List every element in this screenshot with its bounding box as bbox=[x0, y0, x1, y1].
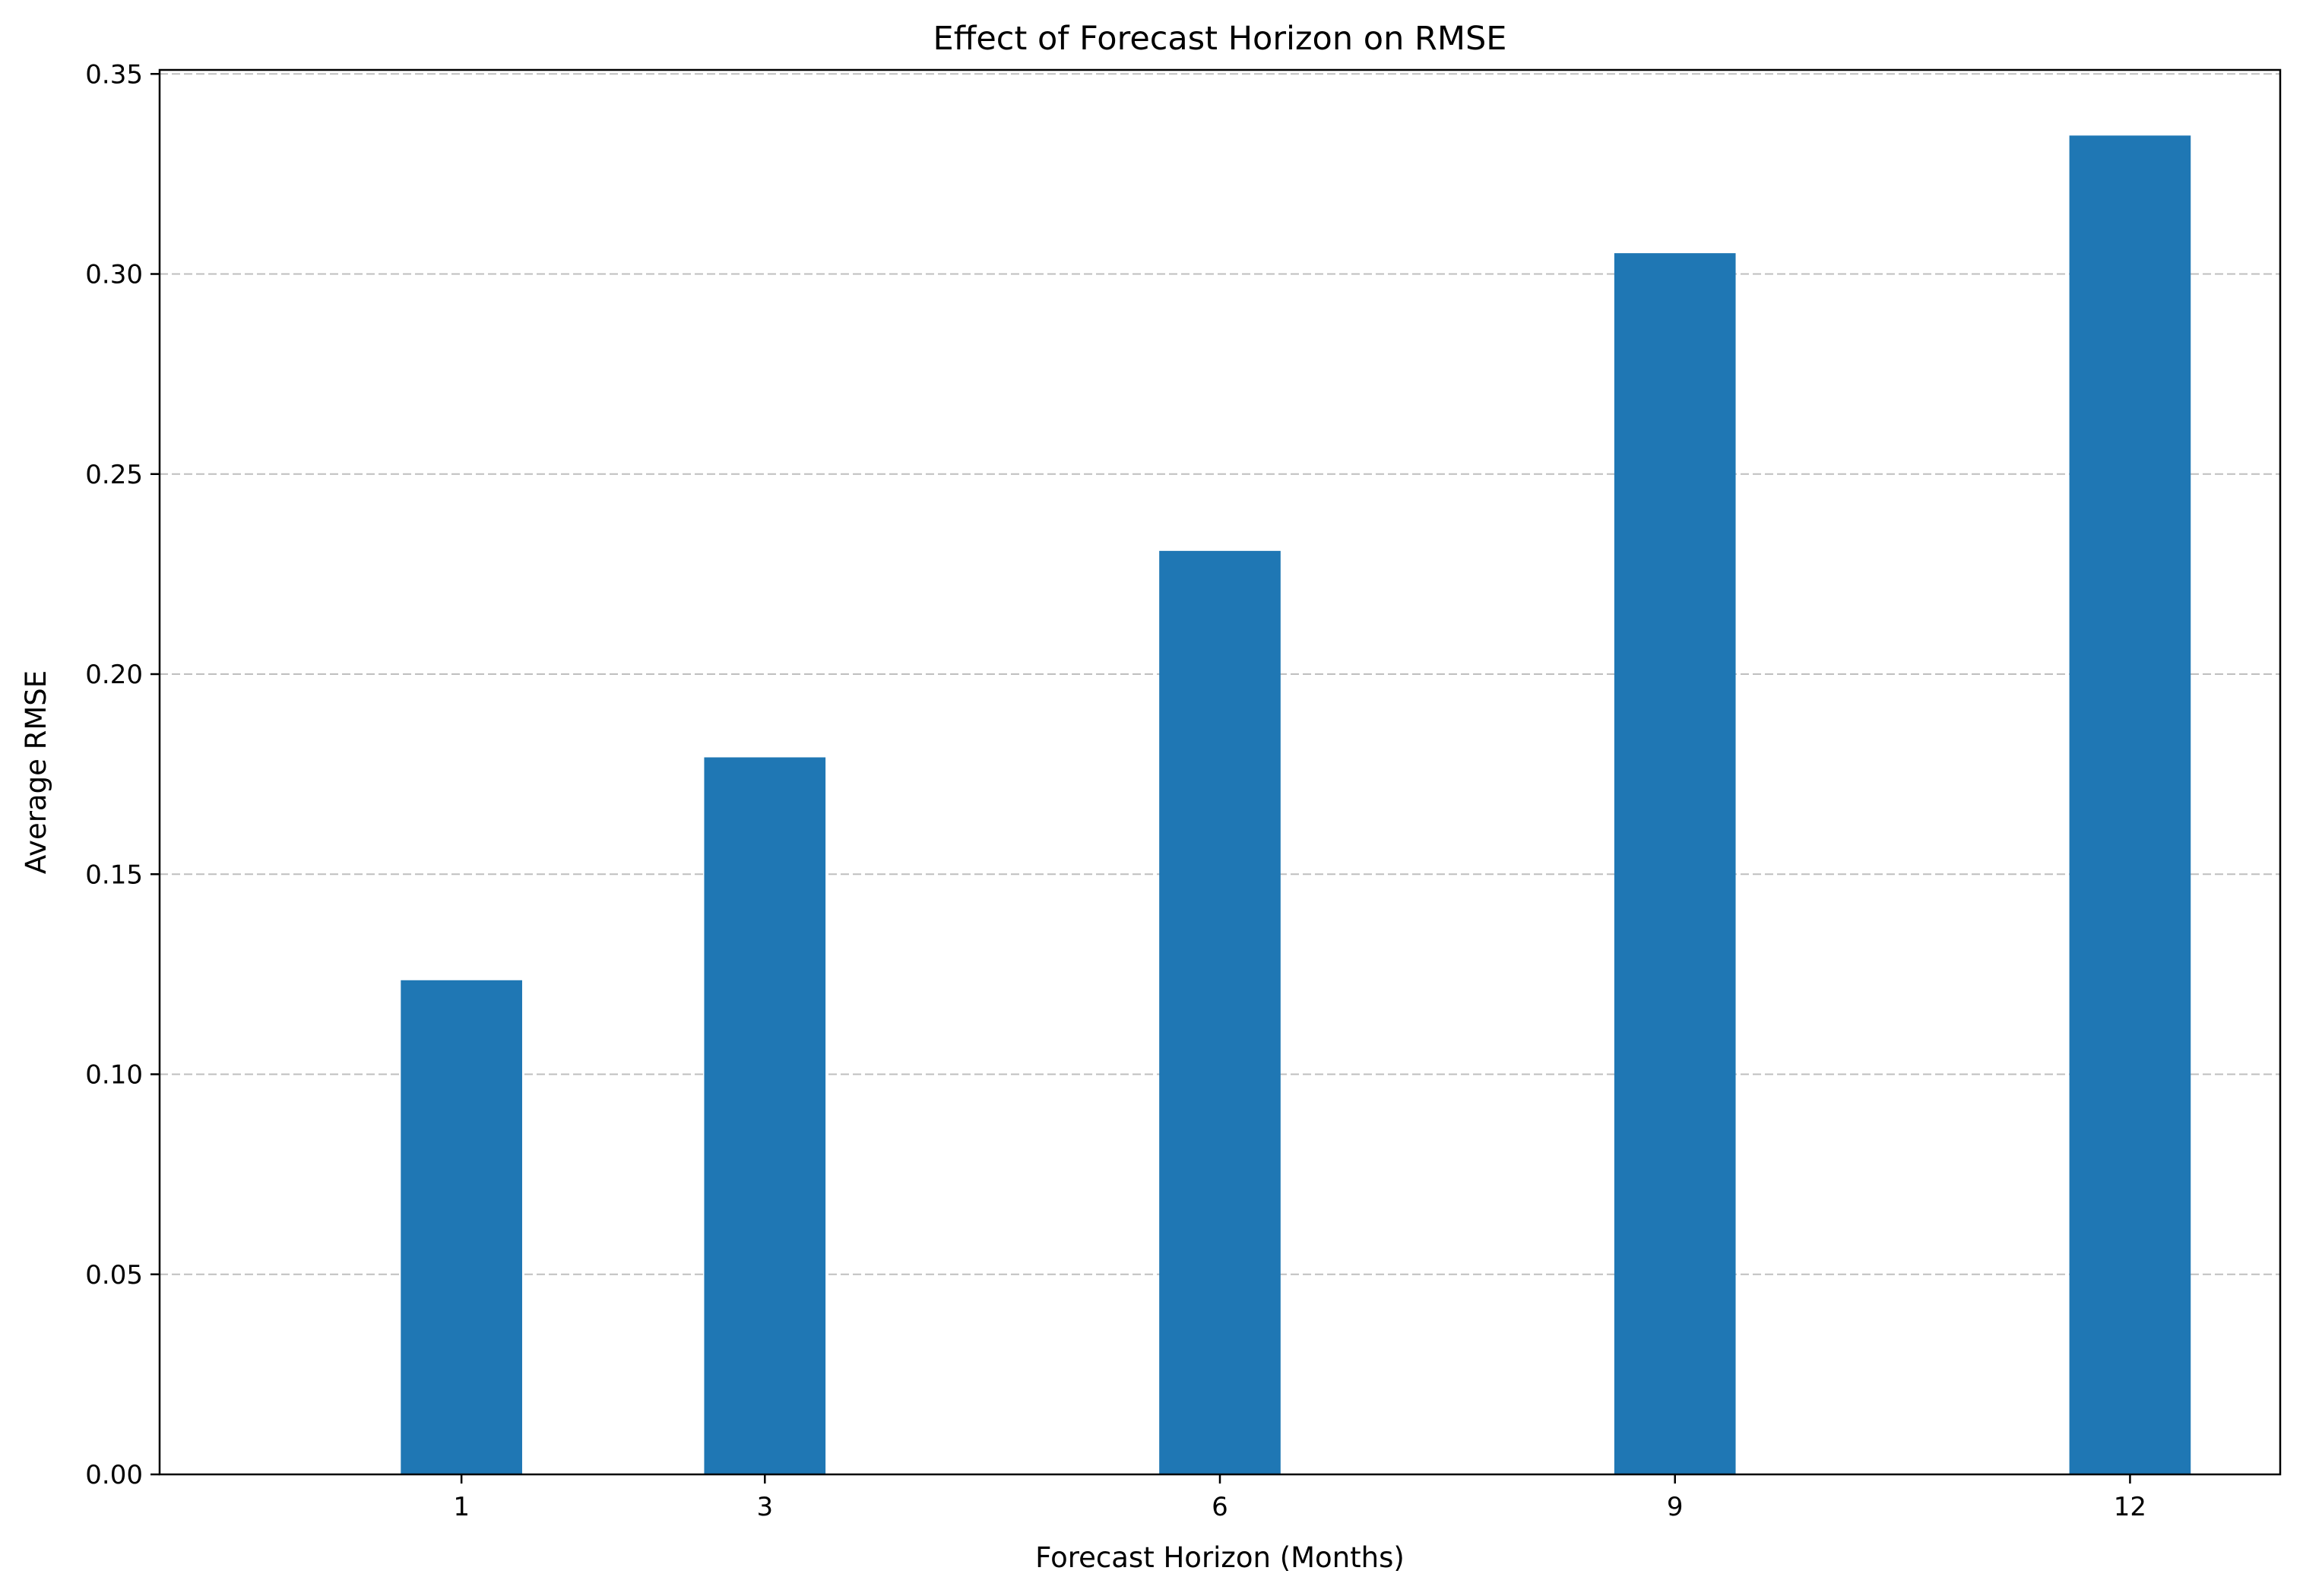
y-tick-label: 0.20 bbox=[85, 660, 143, 690]
x-axis-label: Forecast Horizon (Months) bbox=[1035, 1541, 1405, 1574]
y-tick-label: 0.35 bbox=[85, 59, 143, 90]
x-tick-label: 6 bbox=[1212, 1492, 1228, 1522]
x-tick-label: 9 bbox=[1667, 1492, 1684, 1522]
bars bbox=[401, 135, 2191, 1475]
bar-1 bbox=[401, 980, 522, 1474]
x-tick-label: 3 bbox=[756, 1492, 773, 1522]
y-tick-label: 0.10 bbox=[85, 1060, 143, 1091]
bar-12 bbox=[2069, 135, 2191, 1474]
y-tick-label: 0.30 bbox=[85, 260, 143, 290]
y-axis-ticks: 0.00 0.05 0.10 0.15 0.20 0.25 0.30 0.35 bbox=[85, 59, 160, 1490]
y-tick-label: 0.00 bbox=[85, 1460, 143, 1490]
x-tick-label: 12 bbox=[2114, 1492, 2146, 1522]
bar-9 bbox=[1614, 253, 1736, 1475]
x-axis-ticks: 1 3 6 9 12 bbox=[453, 1474, 2146, 1522]
chart-title: Effect of Forecast Horizon on RMSE bbox=[933, 20, 1507, 58]
bar-3 bbox=[704, 757, 826, 1474]
y-axis-label: Average RMSE bbox=[20, 670, 52, 874]
y-tick-label: 0.05 bbox=[85, 1260, 143, 1290]
y-tick-label: 0.15 bbox=[85, 860, 143, 890]
bar-6 bbox=[1159, 550, 1281, 1474]
x-tick-label: 1 bbox=[453, 1492, 470, 1522]
y-tick-label: 0.25 bbox=[85, 460, 143, 490]
